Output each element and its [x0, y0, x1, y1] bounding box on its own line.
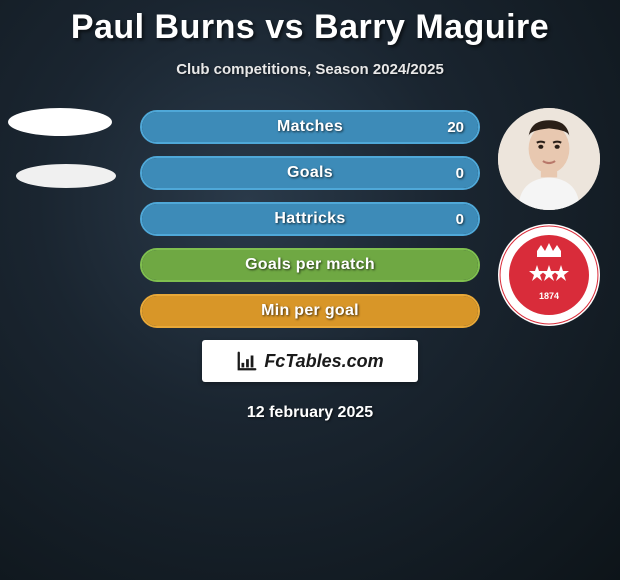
player2-name: Barry Maguire [314, 8, 549, 46]
page-title: Paul Burns vs Barry Maguire [0, 0, 620, 47]
stat-label: Min per goal [142, 302, 478, 320]
club-badge: 1874 [498, 224, 600, 326]
stat-value-right: 0 [456, 211, 464, 228]
svg-text:1874: 1874 [539, 291, 559, 301]
branding-text: FcTables.com [264, 351, 383, 372]
stat-row: Hattricks0 [140, 202, 480, 236]
vs-word: vs [265, 8, 304, 46]
avatar-icon [498, 108, 600, 210]
stat-label: Hattricks [142, 210, 478, 228]
left-player-column [8, 108, 118, 188]
stat-row: Matches20 [140, 110, 480, 144]
club-crest-icon: 1874 [509, 235, 589, 315]
date-label: 12 february 2025 [0, 404, 620, 422]
comparison-content: 1874 Matches20Goals0Hattricks0Goals per … [0, 108, 620, 422]
subtitle: Club competitions, Season 2024/2025 [0, 61, 620, 78]
player-avatar [498, 108, 600, 210]
branding-box[interactable]: FcTables.com [202, 340, 418, 382]
stat-label: Goals per match [142, 256, 478, 274]
stat-label: Matches [142, 118, 478, 136]
player1-name: Paul Burns [71, 8, 255, 46]
stat-row: Min per goal [140, 294, 480, 328]
stat-label: Goals [142, 164, 478, 182]
left-club-placeholder [16, 164, 116, 188]
right-player-column: 1874 [498, 108, 608, 326]
stat-row: Goals per match [140, 248, 480, 282]
chart-icon [236, 350, 258, 372]
stat-value-right: 0 [456, 165, 464, 182]
left-avatar-placeholder [8, 108, 112, 136]
stat-row: Goals0 [140, 156, 480, 190]
club-badge-inner: 1874 [509, 235, 589, 315]
stat-value-right: 20 [447, 119, 464, 136]
stats-bars: Matches20Goals0Hattricks0Goals per match… [140, 108, 480, 328]
